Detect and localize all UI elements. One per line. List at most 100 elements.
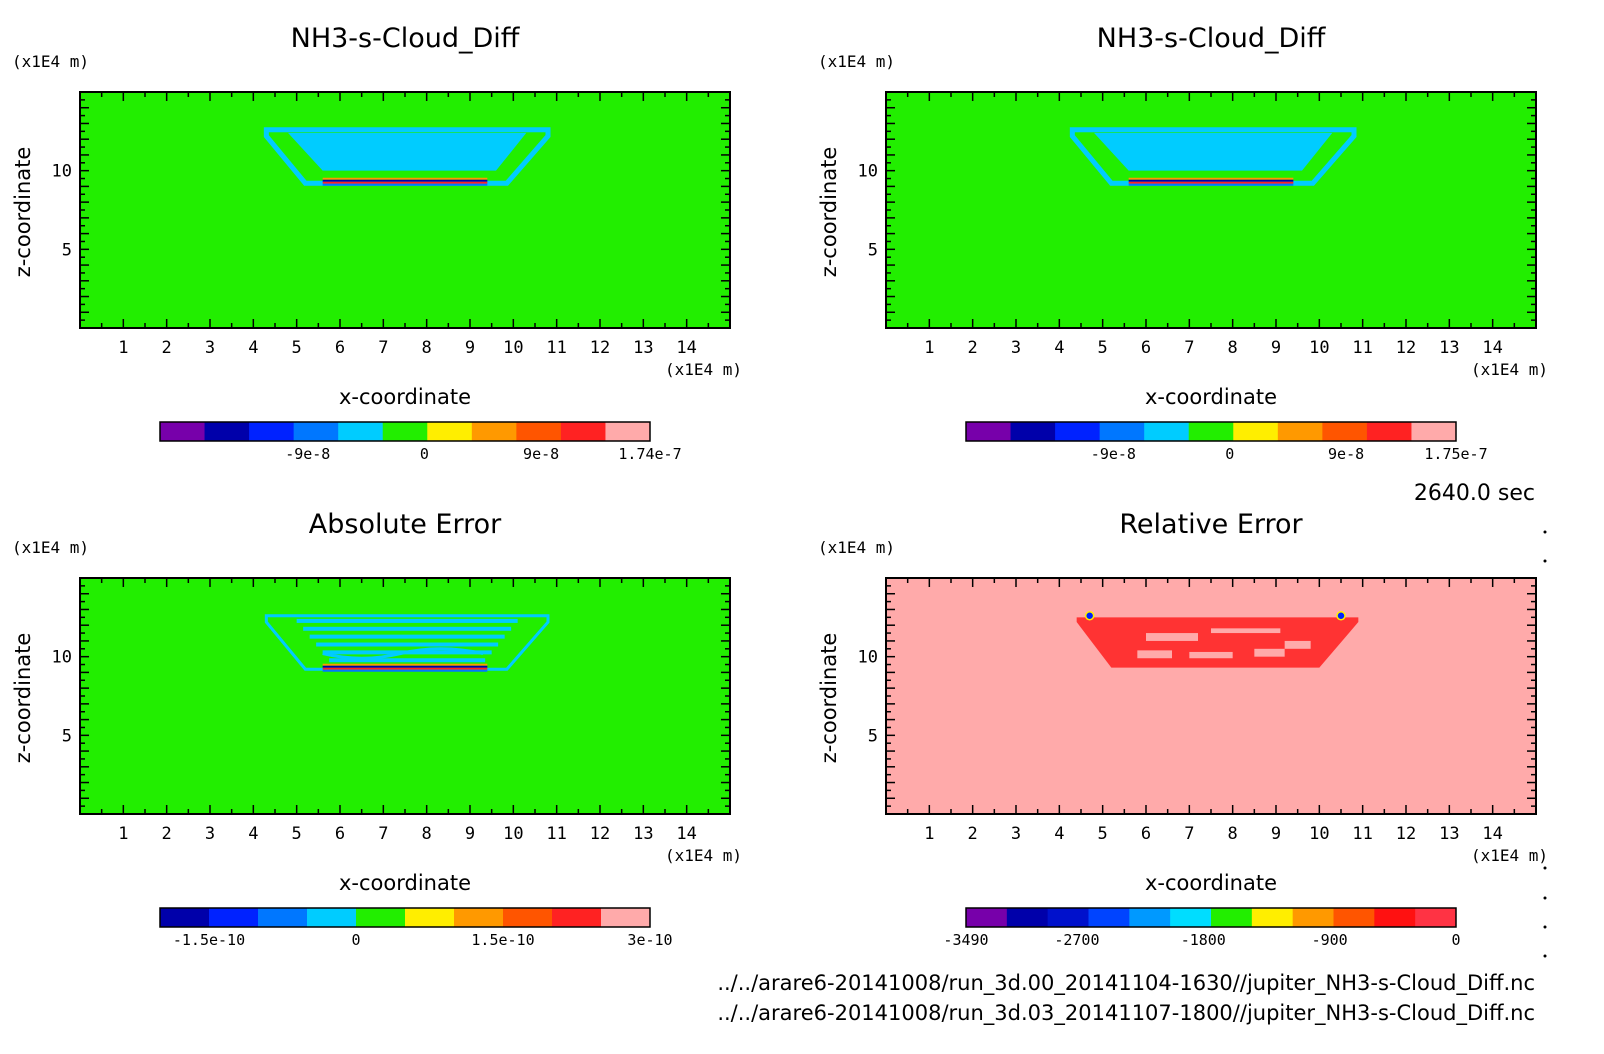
colorbar: -9e-8 0 9e-8 1.75e-7 (965, 421, 1488, 463)
colorbar-segment (1233, 422, 1279, 441)
y-tick-label: 10 (858, 162, 878, 182)
margin-dot (1543, 954, 1547, 958)
x-tick-label: 12 (590, 338, 610, 358)
base-band (322, 667, 488, 670)
x-tick-label: 10 (503, 824, 523, 844)
y-unit-label: (x1E4 m) (818, 52, 895, 71)
colorbar-segment (1366, 422, 1412, 441)
base-band (322, 669, 488, 672)
colorbar-segment (1099, 422, 1145, 441)
x-tick-label: 1 (118, 338, 128, 358)
colorbar-label: -2700 (1054, 931, 1099, 949)
base-band (1128, 179, 1294, 182)
relative-dot (1336, 611, 1346, 621)
x-axis-label: x-coordinate (1145, 871, 1277, 895)
colorbar-label: 9e-8 (523, 445, 559, 463)
x-tick-label: 12 (1396, 338, 1416, 358)
colorbar-segment (427, 422, 473, 441)
colorbar-segment (1129, 908, 1171, 927)
colorbar-label: -1.5e-10 (173, 931, 245, 949)
x-tick-label: 5 (292, 824, 302, 844)
colorbar-segment (1047, 908, 1089, 927)
error-band (329, 658, 486, 663)
x-axis-label: x-coordinate (339, 871, 471, 895)
colorbar-segment (307, 908, 357, 927)
file-path-2: ../../arare6-20141008/run_3d.03_20141107… (717, 1001, 1535, 1026)
relative-patch (1284, 640, 1311, 649)
colorbar-segment (258, 908, 308, 927)
colorbar-segment (249, 422, 295, 441)
error-band (296, 618, 518, 623)
colorbar-frame (965, 907, 1457, 928)
field-feature (1076, 611, 1359, 668)
colorbar-segment (1211, 908, 1253, 927)
margin-dot (1543, 559, 1547, 563)
x-tick-label: 10 (1309, 824, 1329, 844)
colorbar-segment (1088, 908, 1130, 927)
colorbar-segment (160, 422, 206, 441)
error-band (303, 626, 512, 631)
colorbar-segment (601, 908, 651, 927)
panel-title: Absolute Error (309, 509, 502, 540)
colorbar-segment (454, 908, 504, 927)
panel-4: Relative Error(x1E4 m)1 2 3 4 5 6 7 8 9 10 11 12 13 1… (817, 509, 1548, 949)
colorbar-segment (1170, 908, 1212, 927)
colorbar-segment (356, 908, 406, 927)
x-tick-label: 3 (205, 338, 215, 358)
x-axis: 1 2 3 4 5 6 7 8 9 10 11 12 13 14(x1E4 m)x-coordinate (79, 92, 742, 409)
margin-dot (1543, 896, 1547, 900)
x-tick-label: 9 (1271, 338, 1281, 358)
colorbar-label: 0 (1225, 445, 1234, 463)
colorbar-segment (405, 908, 455, 927)
colorbar-segment (1144, 422, 1190, 441)
field-feature (264, 614, 550, 672)
colorbar-segment (1006, 908, 1049, 927)
x-tick-label: 3 (1011, 824, 1021, 844)
base-band (1128, 183, 1294, 186)
x-tick-label: 2 (968, 338, 978, 358)
cloud-body (288, 132, 527, 171)
colorbar-frame (159, 907, 651, 928)
x-tick-label: 9 (465, 338, 475, 358)
x-tick-label: 11 (546, 824, 566, 844)
x-tick-label: 7 (378, 338, 388, 358)
y-axis: 5 10 z-coordinate (817, 577, 1536, 815)
relative-patch (1146, 633, 1198, 641)
colorbar-frame (159, 421, 651, 442)
x-tick-label: 14 (676, 824, 696, 844)
x-tick-label: 7 (1184, 824, 1194, 844)
x-tick-label: 12 (1396, 824, 1416, 844)
relative-patch (1189, 651, 1233, 659)
y-tick-label: 10 (858, 648, 878, 668)
x-tick-label: 2 (162, 824, 172, 844)
x-axis: 1 2 3 4 5 6 7 8 9 10 11 12 13 14(x1E4 m)x-coordinate (79, 578, 742, 895)
y-axis: 5 10 z-coordinate (817, 91, 1536, 329)
field-feature (1069, 127, 1357, 186)
x-unit-label: (x1E4 m) (1471, 846, 1548, 865)
panel-1: NH3-s-Cloud_Diff(x1E4 m)1 2 3 4 5 6 7 8 9 10 11 12 1… (11, 23, 742, 463)
colorbar-label: 0 (351, 931, 360, 949)
x-axis: 1 2 3 4 5 6 7 8 9 10 11 12 13 14(x1E4 m)x-coordinate (885, 578, 1548, 895)
base-band (1128, 177, 1294, 180)
x-tick-label: 8 (1228, 824, 1238, 844)
colorbar-segment (1055, 422, 1101, 441)
relative-dot (1084, 611, 1095, 621)
x-tick-label: 9 (1271, 824, 1281, 844)
colorbar-label: 1.74e-7 (618, 445, 681, 463)
x-tick-label: 14 (1482, 824, 1502, 844)
error-band (309, 634, 505, 639)
colorbar-frame (965, 421, 1457, 442)
colorbar-label: -9e-8 (285, 445, 330, 463)
colorbar-segment (1415, 908, 1457, 927)
x-tick-label: 8 (422, 338, 432, 358)
colorbar-segment (209, 908, 259, 927)
colorbar-label: 0 (420, 445, 429, 463)
colorbar-segment (1251, 908, 1294, 927)
error-band (316, 642, 499, 647)
plot-area (80, 578, 730, 814)
x-tick-label: 5 (1098, 824, 1108, 844)
colorbar: -1.5e-10 0 1.5e-10 3e-10 (159, 907, 673, 949)
panel-title: Relative Error (1119, 509, 1303, 540)
cloud-shell (264, 614, 550, 671)
